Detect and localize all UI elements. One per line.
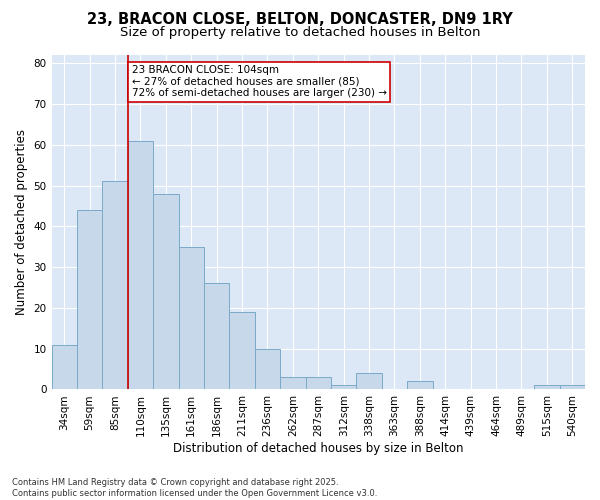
Bar	[128, 140, 153, 390]
Bar	[407, 382, 433, 390]
Y-axis label: Number of detached properties: Number of detached properties	[15, 129, 28, 315]
Bar	[305, 377, 331, 390]
Bar	[331, 386, 356, 390]
Bar	[52, 344, 77, 390]
Bar	[356, 373, 382, 390]
Bar	[77, 210, 103, 390]
Bar	[534, 386, 560, 390]
Text: Size of property relative to detached houses in Belton: Size of property relative to detached ho…	[120, 26, 480, 39]
Text: 23, BRACON CLOSE, BELTON, DONCASTER, DN9 1RY: 23, BRACON CLOSE, BELTON, DONCASTER, DN9…	[87, 12, 513, 28]
Bar	[103, 182, 128, 390]
Text: Contains HM Land Registry data © Crown copyright and database right 2025.
Contai: Contains HM Land Registry data © Crown c…	[12, 478, 377, 498]
Bar	[153, 194, 179, 390]
Bar	[204, 284, 229, 390]
Bar	[255, 348, 280, 390]
Text: 23 BRACON CLOSE: 104sqm
← 27% of detached houses are smaller (85)
72% of semi-de: 23 BRACON CLOSE: 104sqm ← 27% of detache…	[131, 65, 386, 98]
X-axis label: Distribution of detached houses by size in Belton: Distribution of detached houses by size …	[173, 442, 464, 455]
Bar	[229, 312, 255, 390]
Bar	[560, 386, 585, 390]
Bar	[280, 377, 305, 390]
Bar	[179, 246, 204, 390]
